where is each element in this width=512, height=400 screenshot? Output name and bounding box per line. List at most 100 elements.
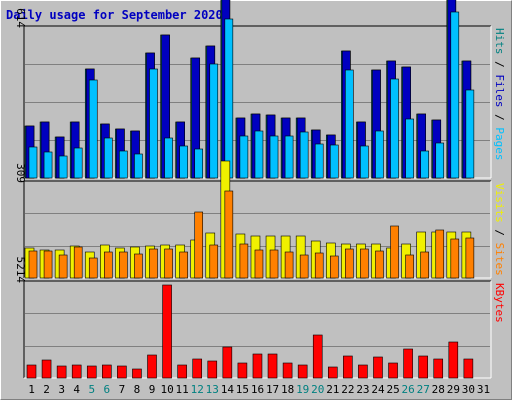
x-tick-label: 28 xyxy=(432,383,445,396)
panel-max-label: 5214 xyxy=(14,257,27,284)
bar-kbytes-day-5 xyxy=(86,365,97,379)
x-tick-label: 31 xyxy=(477,383,490,396)
bar-kbytes-day-17 xyxy=(267,353,278,379)
x-tick-label: 21 xyxy=(326,383,339,396)
x-tick-label: 11 xyxy=(176,383,189,396)
x-tick-label: 30 xyxy=(462,383,475,396)
bar-kbytes-day-13 xyxy=(207,360,218,379)
bar-sites-day-16 xyxy=(254,249,264,279)
x-tick-label: 10 xyxy=(160,383,173,396)
bar-pages-day-11 xyxy=(179,145,188,179)
panel-max-label: 309 xyxy=(14,163,27,183)
bar-pages-day-14 xyxy=(224,18,234,179)
bar-pages-day-13 xyxy=(209,63,219,179)
bar-kbytes-day-19 xyxy=(297,364,308,379)
bar-sites-day-5 xyxy=(88,257,98,279)
bar-kbytes-day-30 xyxy=(463,358,474,379)
bar-pages-day-28 xyxy=(435,142,445,179)
bar-pages-day-26 xyxy=(405,118,414,179)
x-tick-label: 6 xyxy=(104,383,111,396)
x-tick-label: 2 xyxy=(43,383,50,396)
bar-pages-day-7 xyxy=(119,150,128,179)
x-tick-label: 1 xyxy=(28,383,35,396)
x-tick-label: 13 xyxy=(206,383,219,396)
x-tick-label: 19 xyxy=(296,383,309,396)
bar-sites-day-30 xyxy=(465,237,475,279)
bar-kbytes-day-28 xyxy=(433,358,444,379)
bar-kbytes-day-25 xyxy=(388,362,398,379)
bar-sites-day-25 xyxy=(390,225,399,279)
bar-sites-day-14 xyxy=(224,190,234,279)
bar-kbytes-day-12 xyxy=(192,358,203,379)
bar-sites-day-18 xyxy=(284,251,294,279)
bar-sites-day-6 xyxy=(104,251,113,279)
bar-sites-day-1 xyxy=(28,250,38,279)
x-tick-label: 22 xyxy=(341,383,354,396)
legend-entry: / xyxy=(493,108,506,128)
bar-pages-day-17 xyxy=(269,135,279,179)
bar-sites-day-24 xyxy=(375,250,384,279)
x-tick-label: 27 xyxy=(417,383,430,396)
x-tick-label: 15 xyxy=(236,383,249,396)
x-tick-label: 24 xyxy=(371,383,385,396)
bar-kbytes-day-16 xyxy=(252,353,263,379)
bar-sites-day-22 xyxy=(345,248,354,279)
bar-pages-day-21 xyxy=(329,144,339,179)
panel-legend: KBytes xyxy=(493,283,506,323)
bar-kbytes-day-8 xyxy=(132,368,142,379)
x-tick-label: 18 xyxy=(281,383,294,396)
bar-kbytes-day-15 xyxy=(237,362,248,379)
legend-entry: / xyxy=(493,55,506,75)
bar-sites-day-26 xyxy=(405,254,414,279)
bar-sites-day-27 xyxy=(420,251,429,279)
bar-kbytes-day-14 xyxy=(222,346,233,379)
panel-bot: 5214 KBytes xyxy=(14,257,506,379)
legend-entry: / xyxy=(493,223,506,243)
x-tick-label: 23 xyxy=(356,383,369,396)
x-tick-label: 3 xyxy=(58,383,65,396)
x-tick-label: 12 xyxy=(191,383,204,396)
bar-pages-day-6 xyxy=(104,137,113,179)
bar-kbytes-day-9 xyxy=(147,354,157,379)
bar-pages-day-18 xyxy=(284,135,294,179)
x-tick-label: 9 xyxy=(149,383,156,396)
legend-entry: Sites xyxy=(493,243,506,276)
bar-kbytes-day-11 xyxy=(177,364,187,379)
panel-legend: Hits / Files / Pages xyxy=(493,28,506,161)
x-tick-label: 29 xyxy=(447,383,460,396)
bar-pages-day-2 xyxy=(43,151,53,179)
bar-kbytes-day-26 xyxy=(403,348,413,379)
chart-title: Daily usage for September 2020 xyxy=(6,8,223,22)
legend-entry: KBytes xyxy=(493,283,506,323)
legend-entry: Pages xyxy=(493,127,506,160)
bar-kbytes-day-29 xyxy=(448,341,459,379)
bar-kbytes-day-6 xyxy=(102,364,112,379)
panel-mid: 309 Visits / Sites xyxy=(14,160,506,279)
bar-pages-day-30 xyxy=(465,89,475,179)
bar-sites-day-17 xyxy=(269,249,279,279)
bar-sites-day-9 xyxy=(149,248,158,279)
panel-legend: Visits / Sites xyxy=(493,183,506,276)
bar-sites-day-23 xyxy=(360,248,369,279)
bar-pages-day-25 xyxy=(390,78,399,179)
x-tick-label: 16 xyxy=(251,383,264,396)
bar-sites-day-28 xyxy=(435,229,445,279)
bar-pages-day-8 xyxy=(134,153,143,179)
bar-kbytes-day-3 xyxy=(56,365,67,379)
bar-sites-day-12 xyxy=(194,211,204,279)
legend-entry: Hits xyxy=(493,28,506,55)
bar-sites-day-11 xyxy=(179,251,188,279)
bar-kbytes-day-1 xyxy=(26,364,37,379)
bar-pages-day-10 xyxy=(164,137,173,179)
bar-kbytes-day-18 xyxy=(282,362,293,379)
x-tick-label: 5 xyxy=(88,383,95,396)
bar-pages-day-24 xyxy=(375,130,384,179)
x-tick-label: 26 xyxy=(402,383,415,396)
bar-pages-day-20 xyxy=(314,143,324,179)
bar-sites-day-20 xyxy=(314,252,324,279)
bar-pages-day-15 xyxy=(239,135,249,179)
bar-kbytes-day-24 xyxy=(373,356,383,379)
bar-sites-day-7 xyxy=(119,251,128,279)
bar-pages-day-19 xyxy=(299,131,309,179)
